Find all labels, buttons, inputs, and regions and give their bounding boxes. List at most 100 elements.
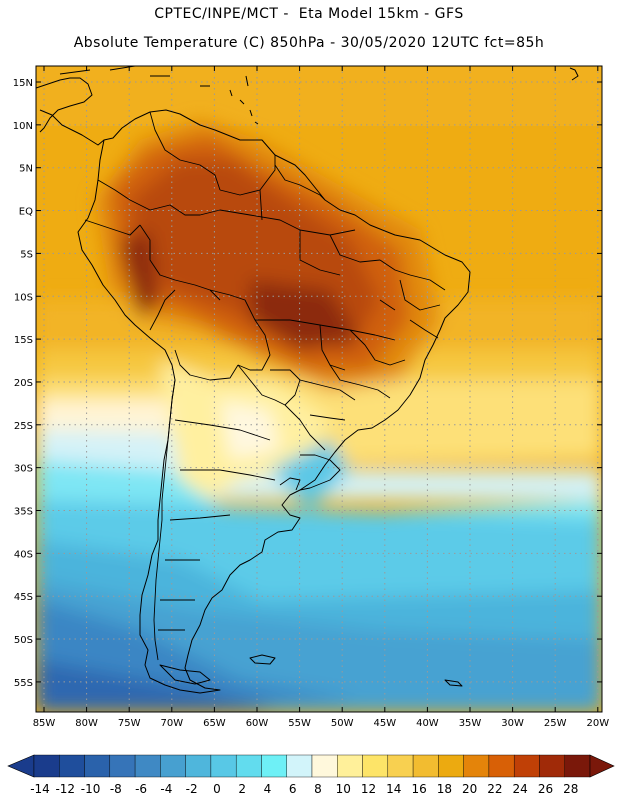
lat-tick-label: 10N	[13, 121, 33, 132]
colorbar-swatch	[210, 754, 237, 778]
lon-tick-label: 25W	[544, 718, 567, 729]
lon-tick-label: 30W	[501, 718, 524, 729]
map-frame	[35, 65, 603, 713]
field-warm-26-center	[250, 280, 360, 350]
colorbar-swatch	[438, 754, 464, 778]
colorbar-swatch	[513, 754, 540, 778]
colorbar-label: 24	[513, 782, 528, 796]
rio-de-la-plata	[279, 477, 301, 491]
colorbar-label: -6	[135, 782, 147, 796]
south-georgia	[444, 679, 463, 687]
lon-tick-label: 35W	[459, 718, 482, 729]
colorbar-label: 6	[289, 782, 297, 796]
colorbar-label: 14	[386, 782, 401, 796]
colorbar-label: 0	[213, 782, 221, 796]
lat-tick-label: 5S	[20, 249, 33, 260]
colorbar-label: 12	[361, 782, 376, 796]
lat-tick-label: 5N	[19, 164, 33, 175]
colorbar-label: -10	[81, 782, 101, 796]
colorbar-swatch	[235, 754, 262, 778]
lat-tick-label: EQ	[19, 207, 33, 218]
colorbar-label: 8	[314, 782, 322, 796]
colorbar-swatch	[362, 754, 389, 778]
central-america-coast-south	[39, 109, 105, 146]
lat-tick-label: 10S	[14, 292, 33, 303]
colorbar-swatch	[286, 754, 313, 778]
colorbar-label: -4	[160, 782, 172, 796]
colorbar-label: 16	[411, 782, 426, 796]
colorbar-swatch	[59, 754, 85, 778]
temperature-field	[36, 66, 602, 712]
border-colombia-venezuela	[149, 111, 221, 191]
lon-tick-label: 65W	[203, 718, 226, 729]
field-cool-8	[220, 400, 280, 460]
map-subtitle: Absolute Temperature (C) 850hPa - 30/05/…	[73, 35, 545, 51]
colorbar-swatch	[337, 754, 363, 778]
border-chile-argentina	[153, 379, 176, 661]
field-cold-uruguay	[270, 440, 350, 510]
colorbar-swatch	[311, 754, 338, 778]
border-bolivia-chile-argentina	[174, 349, 239, 381]
border-argentina-brazil	[284, 404, 326, 451]
lat-tick-label: 25S	[14, 421, 33, 432]
colorbar-swatch	[33, 754, 60, 778]
brazil-states-center	[255, 319, 406, 371]
lat-tick-label: 15S	[14, 335, 33, 346]
field-band-8-pacific	[36, 400, 170, 440]
longitude-labels: 85W 80W 75W 70W 65W 60W 55W 50W 45W 40W 35W 30W 25W 2…	[33, 66, 609, 729]
brazil-states-north	[219, 189, 381, 276]
graticule	[36, 66, 602, 712]
colorbar-swatch	[109, 754, 136, 778]
border-guianas	[274, 164, 326, 201]
colorbar-swatch	[84, 754, 111, 778]
colorbar-swatch	[387, 754, 414, 778]
lat-tick-label: 15N	[13, 78, 33, 89]
colorbar-label: 22	[487, 782, 502, 796]
colorbar-label: -12	[55, 782, 75, 796]
lat-tick-label: 40S	[14, 549, 33, 560]
colorbar	[7, 754, 615, 778]
latitude-labels: 15N 10N 5N EQ 5S 10S 15S 20S 25S 30S 35S 40S 45S 50S 5…	[13, 78, 602, 689]
colorbar-label: 10	[336, 782, 351, 796]
brazil-states-south	[299, 364, 391, 421]
lat-tick-label: 55S	[14, 678, 33, 689]
colorbar-label: -2	[186, 782, 198, 796]
colorbar-min-arrow	[7, 754, 35, 778]
lat-tick-label: 50S	[14, 635, 33, 646]
lon-tick-label: 50W	[331, 718, 354, 729]
colorbar-label: 28	[563, 782, 578, 796]
argentina-provinces	[158, 419, 276, 631]
lon-tick-label: 70W	[160, 718, 183, 729]
falkland-islands	[249, 654, 276, 665]
colorbar-swatch	[160, 754, 186, 778]
colorbar-swatch	[412, 754, 439, 778]
colorbar-swatch	[564, 754, 591, 778]
field-north-band	[36, 66, 602, 126]
colorbar-labels: -14 -12 -10 -8 -6 -4 -2 0 2 4 6 8 10 12 14 16 18 20 22 24 26…	[30, 782, 578, 796]
lon-tick-label: 55W	[288, 718, 311, 729]
colorbar-max-arrow	[589, 754, 615, 778]
field-band-m8	[36, 660, 280, 712]
brazil-states-northeast	[379, 259, 446, 339]
lon-tick-label: 20W	[586, 718, 609, 729]
lon-tick-label: 40W	[416, 718, 439, 729]
colorbar-label: 2	[238, 782, 246, 796]
lat-tick-label: 45S	[14, 592, 33, 603]
lat-tick-label: 35S	[14, 507, 33, 518]
tierra-del-fuego	[159, 664, 211, 685]
lat-tick-label: 30S	[14, 464, 33, 475]
colorbar-swatch	[185, 754, 212, 778]
lon-tick-label: 60W	[246, 718, 269, 729]
border-peru-brazil	[139, 224, 221, 301]
border-colombia-ecuador-peru	[97, 179, 221, 216]
colorbar-swatch	[134, 754, 161, 778]
colorbar-swatch	[488, 754, 515, 778]
lon-tick-label: 80W	[75, 718, 98, 729]
lat-tick-label: 20S	[14, 378, 33, 389]
colorbar-swatch	[463, 754, 490, 778]
border-bolivia-brazil	[209, 289, 271, 371]
lon-tick-label: 75W	[118, 718, 141, 729]
lesser-antilles	[245, 67, 579, 87]
lon-tick-label: 85W	[33, 718, 56, 729]
